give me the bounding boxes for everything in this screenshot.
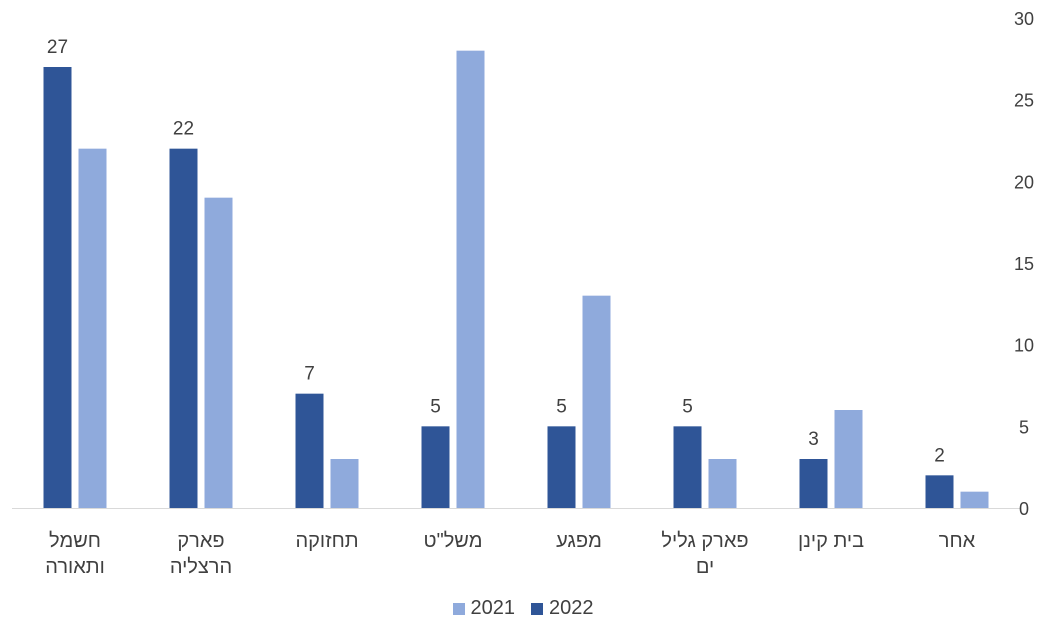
- category-label-4-0: מפגע: [556, 530, 602, 552]
- category-label-0-0: חשמל: [49, 530, 101, 552]
- bars-layer: [43, 50, 989, 509]
- category-label-1-1: הרצליה: [170, 556, 232, 578]
- category-label-0-1: ותאורה: [45, 556, 105, 578]
- bar-2021-4: [582, 295, 611, 508]
- bar-2021-2: [330, 459, 359, 508]
- legend-label-2021: 2021: [470, 597, 516, 619]
- bar-2022-4: [547, 426, 576, 508]
- y-tick-label-1: 5: [1019, 417, 1029, 437]
- legend-label-2022: 2022: [549, 597, 594, 619]
- y-tick-label-0: 0: [1019, 499, 1029, 519]
- bar-2021-1: [204, 197, 233, 508]
- data-label-2022-4: 5: [556, 396, 567, 417]
- bar-2022-5: [673, 426, 702, 508]
- bar-2022-1: [169, 148, 198, 508]
- category-label-1-0: פארק: [177, 530, 224, 552]
- y-tick-label-6: 30: [1014, 9, 1034, 29]
- legend: 2021 2022: [0, 597, 1046, 620]
- bar-2022-7: [925, 475, 954, 508]
- bar-chart: 27 22 7 5 5 5 3 2 חשמל ותאורה פארק הרצליה תחזוקה משל…: [12, 9, 1034, 578]
- labels-layer: 27 22 7 5 5 5 3 2: [47, 37, 945, 466]
- legend-swatch-2022: [531, 602, 543, 615]
- data-label-2022-7: 2: [934, 445, 945, 466]
- bar-2021-3: [456, 50, 485, 509]
- bar-2021-5: [708, 459, 737, 508]
- category-label-7-0: אחר: [939, 530, 976, 552]
- bar-2022-2: [295, 393, 324, 508]
- bar-2021-6: [834, 410, 863, 508]
- legend-item-2021: 2021: [452, 597, 516, 620]
- bar-2022-0: [43, 67, 72, 508]
- axis-layer: חשמל ותאורה פארק הרצליה תחזוקה משל"ט מפגע פארק …: [12, 9, 1034, 578]
- bar-2022-6: [799, 459, 828, 508]
- data-label-2022-5: 5: [682, 396, 693, 417]
- data-label-2022-6: 3: [808, 429, 819, 450]
- y-tick-label-4: 20: [1014, 172, 1034, 192]
- data-label-2022-0: 27: [47, 37, 68, 58]
- category-label-5-0: פארק גליל: [661, 530, 748, 552]
- bar-2022-3: [421, 426, 450, 508]
- category-label-5-1: ים: [696, 556, 714, 578]
- category-label-6-0: בית קינן: [798, 530, 864, 552]
- y-tick-label-2: 10: [1014, 336, 1034, 356]
- legend-item-2022: 2022: [531, 597, 594, 620]
- data-label-2022-1: 22: [173, 119, 194, 140]
- data-label-2022-3: 5: [430, 396, 441, 417]
- legend-swatch-2021: [452, 602, 465, 615]
- y-tick-label-5: 25: [1014, 91, 1034, 111]
- category-label-2-0: תחזוקה: [295, 530, 358, 552]
- bar-2021-0: [78, 148, 107, 508]
- data-label-2022-2: 7: [304, 364, 315, 385]
- category-label-3-0: משל"ט: [424, 530, 483, 552]
- y-tick-label-3: 15: [1014, 254, 1034, 274]
- bar-2021-7: [960, 491, 989, 508]
